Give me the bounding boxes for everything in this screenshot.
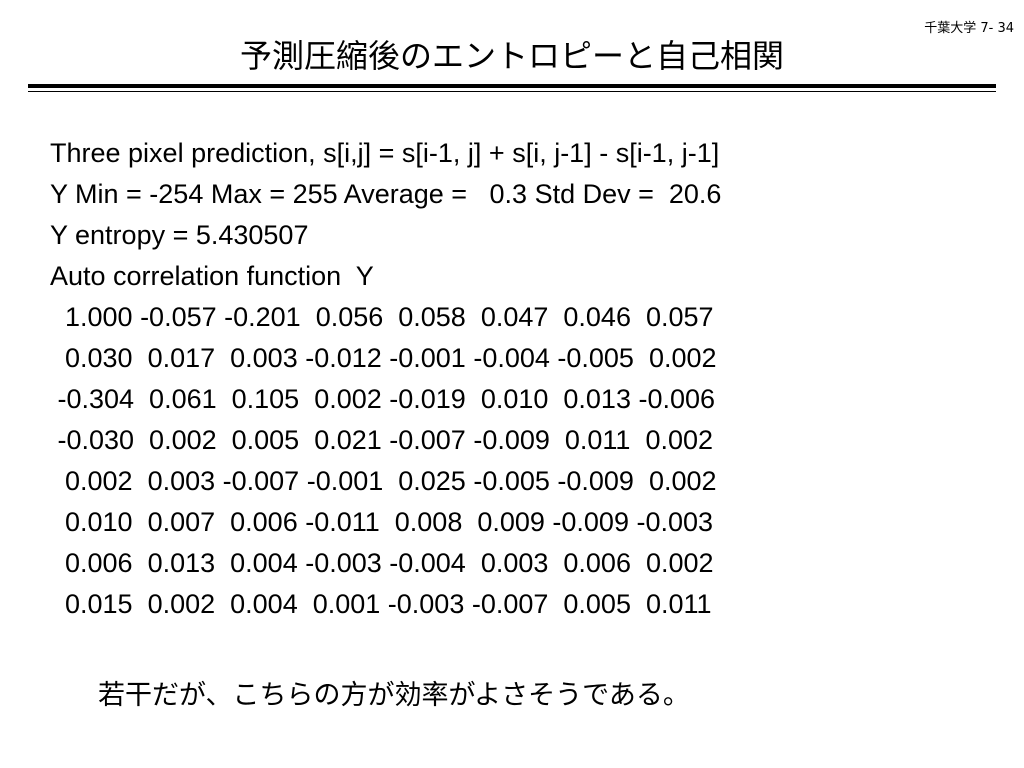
acf-heading: Auto correlation function Y	[50, 261, 374, 291]
conclusion-text: 若干だが、こちらの方が効率がよさそうである。	[98, 680, 690, 711]
page-number: 千葉大学 7- 34	[924, 21, 1014, 36]
acf-row: 0.002 0.003 -0.007 -0.001 0.025 -0.005 -…	[50, 466, 717, 496]
acf-row: 0.030 0.017 0.003 -0.012 -0.001 -0.004 -…	[50, 343, 717, 373]
description-line: Three pixel prediction, s[i,j] = s[i-1, …	[50, 138, 720, 168]
acf-row: -0.030 0.002 0.005 0.021 -0.007 -0.009 0…	[50, 425, 714, 455]
acf-row: 0.010 0.007 0.006 -0.011 0.008 0.009 -0.…	[50, 507, 714, 537]
acf-row: -0.304 0.061 0.105 0.002 -0.019 0.010 0.…	[50, 384, 716, 414]
acf-row: 0.006 0.013 0.004 -0.003 -0.004 0.003 0.…	[50, 548, 714, 578]
slide-body: Three pixel prediction, s[i,j] = s[i-1, …	[50, 133, 1000, 625]
acf-row: 0.015 0.002 0.004 0.001 -0.003 -0.007 0.…	[50, 589, 712, 619]
slide-title: 予測圧縮後のエントロピーと自己相関	[239, 37, 784, 75]
title-rule-thin	[28, 91, 996, 92]
acf-row: 1.000 -0.057 -0.201 0.056 0.058 0.047 0.…	[50, 302, 714, 332]
entropy-line: Y entropy = 5.430507	[50, 220, 309, 250]
title-rule-thick	[28, 84, 996, 88]
stats-line: Y Min = -254 Max = 255 Average = 0.3 Std…	[50, 179, 722, 209]
